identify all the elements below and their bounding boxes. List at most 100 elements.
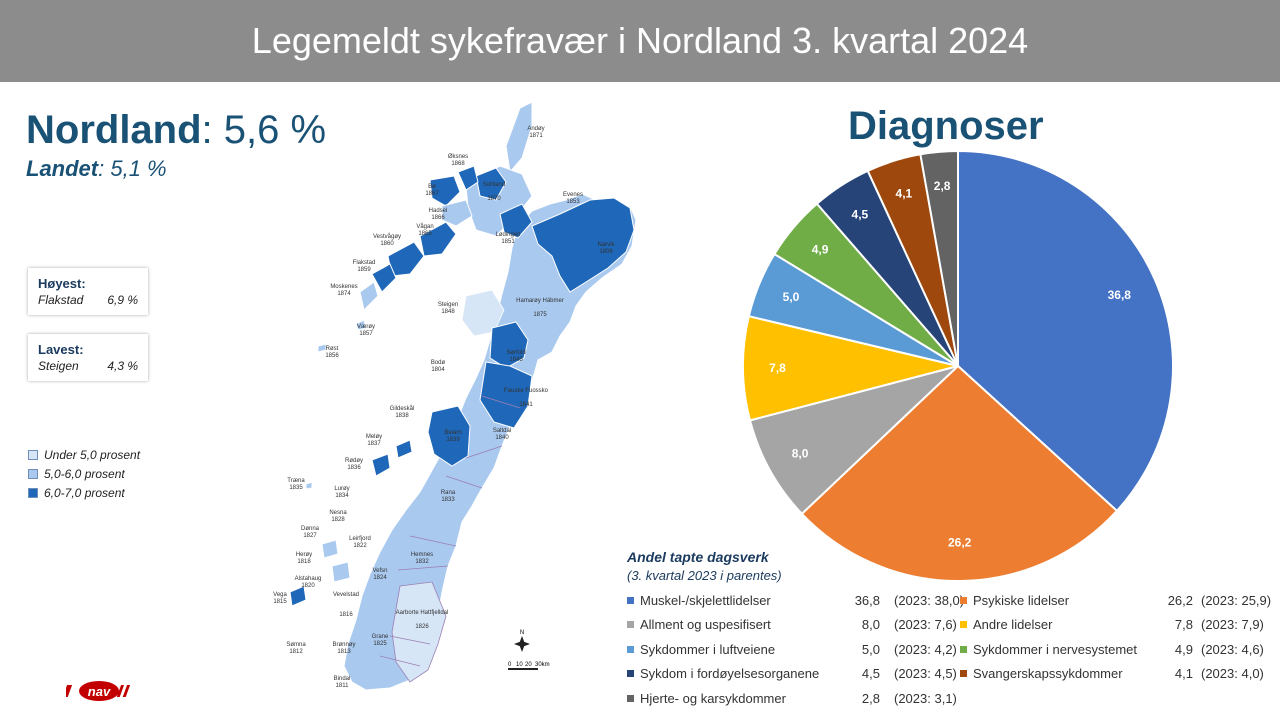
svg-text:1832: 1832 <box>415 559 429 565</box>
pie-slice-7 <box>815 169 959 367</box>
svg-text:1828: 1828 <box>331 517 345 523</box>
svg-text:1834: 1834 <box>335 493 349 499</box>
map-region-beiarn <box>427 405 471 467</box>
svg-text:Narvik: Narvik <box>597 242 615 248</box>
svg-text:1851: 1851 <box>501 239 515 245</box>
legend-prev: (2023: 7,9) <box>1201 617 1264 633</box>
legend-value: 8,0 <box>861 617 880 633</box>
legend-prev: (2023: 4,5) <box>894 666 957 682</box>
svg-text:1835: 1835 <box>289 485 303 491</box>
legend-value: 4,5 <box>861 666 880 682</box>
page-title: Legemeldt sykefravær i Nordland 3. kvart… <box>251 20 1029 61</box>
map-island-herooy <box>321 539 339 559</box>
legend-swatch <box>627 645 634 653</box>
svg-text:1853: 1853 <box>566 199 580 205</box>
svg-text:Træna: Træna <box>287 478 305 484</box>
svg-text:1848: 1848 <box>441 309 455 315</box>
legend-swatch <box>627 621 634 629</box>
highest-row: Flakstad 6,9 % <box>38 293 138 307</box>
svg-text:30km: 30km <box>535 662 550 668</box>
legend-label: Psykiske lidelser <box>973 592 1070 608</box>
compass-icon: N <box>514 630 530 652</box>
map-island-varoy <box>355 319 367 331</box>
svg-text:1833: 1833 <box>441 497 455 503</box>
svg-text:1840: 1840 <box>495 435 509 441</box>
svg-text:Gildeskål: Gildeskål <box>390 405 415 412</box>
map-island-flakstad <box>371 263 397 293</box>
svg-text:Vefsn: Vefsn <box>372 568 387 574</box>
svg-text:Nesna: Nesna <box>329 510 347 516</box>
map-island-okenes <box>457 165 479 191</box>
svg-text:Beiarn: Beiarn <box>444 430 461 436</box>
map-island-moskenes <box>359 281 379 311</box>
svg-text:1812: 1812 <box>289 649 303 655</box>
legend-label: Andre lidelser <box>973 617 1053 633</box>
svg-text:Meløy: Meløy <box>366 434 382 440</box>
table-subtitle: (3. kvartal 2023 i parentes) <box>627 568 782 583</box>
legend-row: Sykdommer i nervesystemet 4,9 (2023: 4,6) <box>960 637 1271 662</box>
pie-data-label: 26,2 <box>948 535 972 549</box>
legend-label: Svangerskapssykdommer <box>973 666 1123 682</box>
legend-row: Allment og uspesifisert 8,0 (2023: 7,6) <box>627 613 964 638</box>
svg-text:1866: 1866 <box>431 215 445 221</box>
region-summary: Nordland: 5,6 % <box>26 108 326 153</box>
lowest-row: Steigen 4,3 % <box>38 359 138 373</box>
svg-text:10: 10 <box>516 662 523 668</box>
map-island-meloy <box>395 439 413 459</box>
pie-slice-2 <box>800 364 1119 582</box>
map-island-lodingen <box>499 203 533 239</box>
svg-text:1857: 1857 <box>359 331 373 337</box>
svg-text:Vestvågøy: Vestvågøy <box>373 233 401 240</box>
svg-text:Leirfjord: Leirfjord <box>349 536 371 542</box>
svg-text:1870: 1870 <box>487 196 501 202</box>
svg-text:1815: 1815 <box>273 599 287 605</box>
map-legend-item: 6,0-7,0 prosent <box>28 486 140 500</box>
svg-text:1811: 1811 <box>336 683 350 689</box>
svg-text:1845: 1845 <box>509 357 523 363</box>
legend-prev: (2023: 7,6) <box>894 617 957 633</box>
svg-text:Andøy: Andøy <box>527 126 544 132</box>
svg-text:1860: 1860 <box>380 241 394 247</box>
svg-text:1818: 1818 <box>297 559 311 565</box>
svg-text:nav: nav <box>88 684 111 699</box>
svg-text:1837: 1837 <box>367 441 381 447</box>
svg-text:Bindal: Bindal <box>334 676 351 682</box>
pie-data-label: 5,0 <box>783 290 800 304</box>
legend-label: 5,0-6,0 prosent <box>44 467 125 481</box>
pie-data-label: 4,1 <box>896 187 913 201</box>
pie-slice-4 <box>742 314 959 422</box>
svg-text:Øksnes: Øksnes <box>448 154 468 160</box>
legend-row: Muskel-/skjelettlidelser 36,8 (2023: 38,0) <box>627 588 964 613</box>
svg-text:1875: 1875 <box>533 312 547 318</box>
legend-swatch-low <box>28 450 38 460</box>
svg-text:1868: 1868 <box>451 161 465 167</box>
legend-value: 36,8 <box>854 592 880 608</box>
svg-text:1827: 1827 <box>303 533 317 539</box>
svg-text:1806: 1806 <box>599 249 613 255</box>
region-value: : 5,6 % <box>201 108 327 152</box>
svg-text:1804: 1804 <box>431 367 445 373</box>
legend-row: Hjerte- og karsykdommer 2,8 (2023: 3,1) <box>627 686 964 711</box>
legend-swatch <box>627 694 634 702</box>
svg-text:20: 20 <box>525 662 532 668</box>
highest-value: 6,9 % <box>107 293 138 307</box>
pie-data-label: 8,0 <box>792 447 809 461</box>
legend-prev: (2023: 4,0) <box>1201 666 1264 682</box>
map-region-sorfold <box>489 321 529 369</box>
svg-text:Alstahaug: Alstahaug <box>295 576 322 582</box>
pie-data-label: 4,9 <box>812 242 829 256</box>
